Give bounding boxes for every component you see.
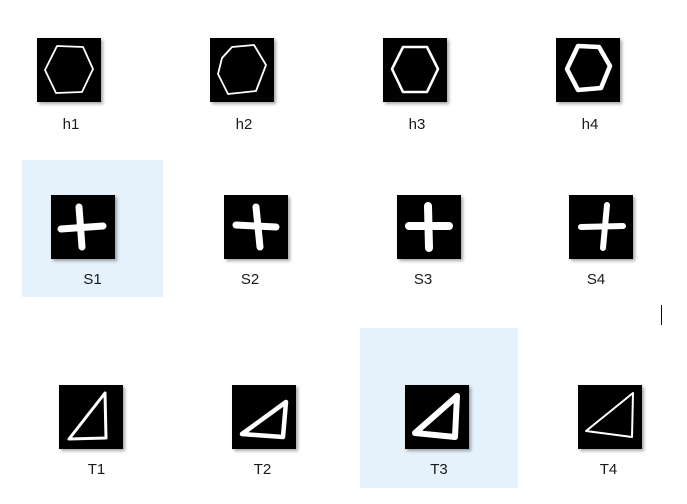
- file-name: h2: [235, 116, 253, 133]
- triangle-icon: [59, 385, 123, 449]
- hexagon-thick-icon: [556, 38, 620, 102]
- file-name: T1: [87, 461, 106, 478]
- file-tile-h1[interactable]: h1: [22, 28, 144, 148]
- file-tile-S1[interactable]: S1: [22, 160, 163, 297]
- file-tile-T4[interactable]: T4: [541, 328, 682, 488]
- file-name: S3: [413, 271, 433, 288]
- file-tile-T1[interactable]: T1: [22, 328, 163, 488]
- file-tile-S4[interactable]: S4: [541, 160, 663, 297]
- hexagon-thin-icon: [210, 38, 274, 102]
- file-name: S2: [240, 271, 260, 288]
- file-tile-S3[interactable]: S3: [368, 160, 490, 297]
- file-tile-T3[interactable]: T3: [360, 328, 518, 488]
- file-name: T3: [430, 461, 448, 478]
- triangle-thin-icon: [578, 385, 642, 449]
- file-name: h3: [408, 116, 426, 133]
- file-name: S4: [586, 271, 606, 288]
- file-name: T2: [253, 461, 272, 478]
- file-tile-h2[interactable]: h2: [195, 28, 317, 148]
- cross-icon: [569, 195, 633, 259]
- cross-icon: [51, 195, 115, 259]
- file-tile-S2[interactable]: S2: [195, 160, 317, 297]
- triangle-icon: [232, 385, 296, 449]
- file-name: T4: [599, 461, 618, 478]
- file-name: h1: [62, 116, 80, 133]
- file-name: S1: [83, 271, 102, 288]
- triangle-icon: [405, 385, 469, 449]
- file-tile-h3[interactable]: h3: [368, 28, 490, 148]
- hexagon-thin-icon: [37, 38, 101, 102]
- file-name: h4: [581, 116, 599, 133]
- text-cursor: [661, 305, 662, 325]
- hexagon-icon: [383, 38, 447, 102]
- cross-icon: [397, 195, 461, 259]
- cross-icon: [224, 195, 288, 259]
- file-tile-T2[interactable]: T2: [195, 328, 336, 488]
- file-tile-h4[interactable]: h4: [541, 28, 663, 148]
